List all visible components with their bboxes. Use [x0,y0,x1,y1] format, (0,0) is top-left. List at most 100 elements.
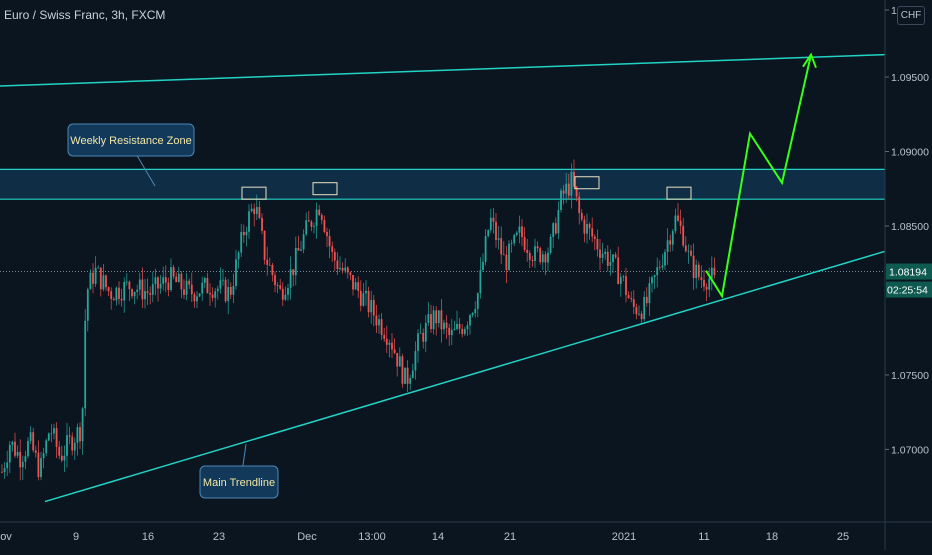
candle-body [552,223,555,237]
candle-body [211,294,214,298]
time-tick-label: Dec [297,531,317,543]
candle-body [510,243,513,245]
candle-body [315,209,318,227]
candle-body [245,231,248,236]
candle-body [263,230,266,260]
candle-body [133,291,136,297]
candle-body [664,251,666,266]
candle-body [14,441,16,456]
candle-body [300,249,302,251]
price-tick-label: 1.09500 [891,72,929,84]
candle-body [136,289,139,292]
candle-body [151,284,154,295]
time-tick-label: 23 [213,531,225,543]
candle-body [419,332,422,334]
main-trendline-callout[interactable]: Main Trendline [199,443,279,499]
candle-body [365,290,367,294]
candle-body [378,319,380,326]
candle-body [255,206,258,214]
candle-body [240,231,243,253]
candle-body [653,275,656,278]
time-tick-label: 21 [504,531,516,543]
candle-body [94,267,97,284]
candle-body [697,264,700,278]
main-trendline[interactable] [44,250,886,503]
current-price-label: 1.08194 [889,267,927,279]
current-price-badge [886,263,932,280]
candle-body [248,211,250,232]
candle-body [588,223,591,229]
candle-body [331,246,334,252]
candle-body [466,325,469,330]
candle-body [606,251,609,266]
candle-body [157,277,159,289]
candle-body [544,254,547,263]
candle-body [222,279,224,281]
resistance-zone-callout[interactable]: Weekly Resistance Zone [67,123,195,187]
candle-body [32,432,35,451]
candle-body [435,310,438,324]
projection-path[interactable] [705,54,812,299]
candle-body [476,293,479,310]
resistance-zone-callout-label: Weekly Resistance Zone [70,135,191,147]
price-tick-label: 1.09000 [891,147,929,159]
candle-body [474,309,477,314]
candle-body [651,277,653,284]
candle-body [47,433,50,441]
candle-body [437,310,440,324]
candle-body [19,451,22,468]
candle-body [328,236,331,247]
candle-body [450,329,453,336]
high-highlight-box[interactable] [312,182,338,196]
candle-body [63,455,66,461]
candle-body [580,212,583,220]
candle-body [58,446,61,456]
candle-body [27,440,29,457]
candle-body [172,267,175,277]
price-tick-label: 1.07000 [891,444,929,456]
candle-body [235,259,237,286]
candle-body [536,246,539,249]
candle-body [279,285,282,289]
candle-body [352,274,354,290]
high-highlight-box[interactable] [574,176,600,190]
time-tick-label: 9 [73,531,79,543]
candle-body [617,257,620,285]
candle-body [482,261,484,271]
candle-body [679,220,682,226]
candle-body [404,367,406,384]
resistance-zone [0,169,885,200]
high-highlight-box[interactable] [241,186,267,200]
candle-body [521,226,523,238]
candle-body [253,208,256,214]
candle-body [658,267,661,269]
candle-body [703,279,705,287]
candle-body [500,238,503,255]
candle-body [380,319,383,335]
candle-body [713,267,716,276]
candle-body [227,287,230,302]
candle-body [154,277,157,285]
candle-body [180,273,183,290]
candle-body [695,264,698,279]
currency-button[interactable]: CHF [897,6,925,25]
candle-body [120,298,123,301]
candle-body [622,276,625,278]
candle-body [409,378,412,384]
candle-body [196,296,198,302]
upper-channel-line[interactable] [0,53,886,87]
candle-body [526,249,529,253]
candle-body [619,277,622,285]
time-tick-label: 11 [698,531,709,543]
high-highlight-box[interactable] [666,186,692,200]
candle-body [92,272,94,284]
candle-body [73,442,76,451]
candle-body [40,458,42,478]
candle-body [177,273,180,283]
candle-body [710,267,713,279]
time-tick-label: 18 [766,531,778,543]
candle-body [443,322,445,330]
candle-body [523,237,526,250]
candle-body [586,223,588,234]
